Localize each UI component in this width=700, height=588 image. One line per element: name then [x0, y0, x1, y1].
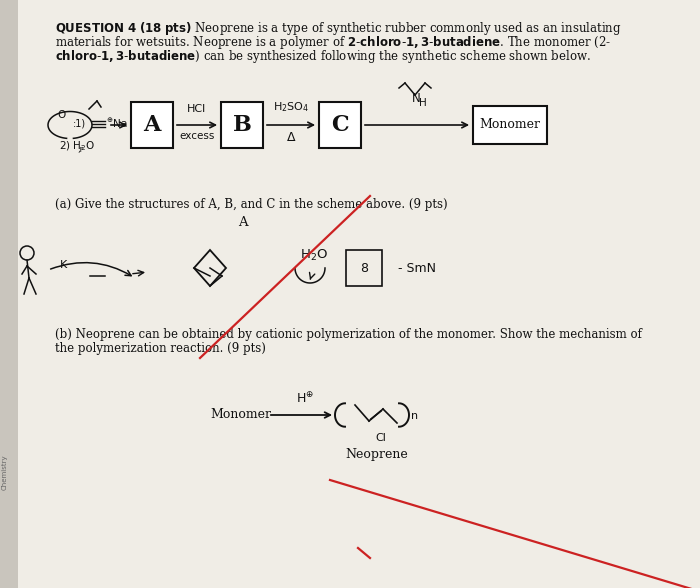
Text: - SmN: - SmN	[398, 262, 436, 275]
Bar	[0, 0, 18, 588]
Text: H$_2$SO$_4$: H$_2$SO$_4$	[273, 100, 309, 114]
FancyBboxPatch shape	[131, 102, 173, 148]
FancyBboxPatch shape	[319, 102, 361, 148]
Text: Neoprene: Neoprene	[346, 448, 408, 461]
Text: $\Delta$: $\Delta$	[286, 131, 296, 144]
Text: A: A	[144, 114, 161, 136]
FancyBboxPatch shape	[473, 106, 547, 144]
Text: Monomer: Monomer	[210, 409, 271, 422]
Text: Monomer: Monomer	[480, 119, 540, 132]
Text: Cl: Cl	[376, 433, 386, 443]
Text: K: K	[60, 260, 67, 270]
Text: 2) H$_2$O: 2) H$_2$O	[59, 139, 95, 153]
Text: 8: 8	[360, 262, 368, 275]
Text: O: O	[57, 110, 65, 120]
Text: excess: excess	[179, 131, 215, 141]
Text: ,r: ,r	[77, 145, 83, 154]
Text: n: n	[411, 411, 418, 421]
Text: $^{\oplus}$Na: $^{\oplus}$Na	[106, 116, 127, 129]
Text: C: C	[331, 114, 349, 136]
Text: HCl: HCl	[188, 104, 206, 114]
FancyBboxPatch shape	[221, 102, 263, 148]
Text: (b) Neoprene can be obtained by cationic polymerization of the monomer. Show the: (b) Neoprene can be obtained by cationic…	[55, 328, 642, 341]
Text: H$^{\oplus}$: H$^{\oplus}$	[296, 390, 314, 406]
Text: the polymerization reaction. (9 pts): the polymerization reaction. (9 pts)	[55, 342, 266, 355]
Text: $\mathbf{chloro\text{-}1,3\text{-}butadiene}$) can be synthesized following the : $\mathbf{chloro\text{-}1,3\text{-}butadi…	[55, 48, 591, 65]
Text: Chemistry: Chemistry	[2, 455, 8, 490]
Text: (a) Give the structures of A, B, and C in the scheme above. (9 pts): (a) Give the structures of A, B, and C i…	[55, 198, 447, 211]
Text: materials for wetsuits. Neoprene is a polymer of $\mathbf{2\text{-}chloro\text{-: materials for wetsuits. Neoprene is a po…	[55, 34, 611, 51]
Text: A: A	[238, 216, 248, 229]
Text: $\mathbf{QUESTION\ 4\ (18\ pts)}$ Neoprene is a type of synthetic rubber commonl: $\mathbf{QUESTION\ 4\ (18\ pts)}$ Neopre…	[55, 20, 622, 37]
Text: H$_2$O: H$_2$O	[300, 248, 328, 263]
Text: B: B	[232, 114, 251, 136]
Text: N: N	[412, 92, 421, 105]
Text: H: H	[419, 98, 427, 108]
Text: :1): :1)	[73, 119, 86, 129]
